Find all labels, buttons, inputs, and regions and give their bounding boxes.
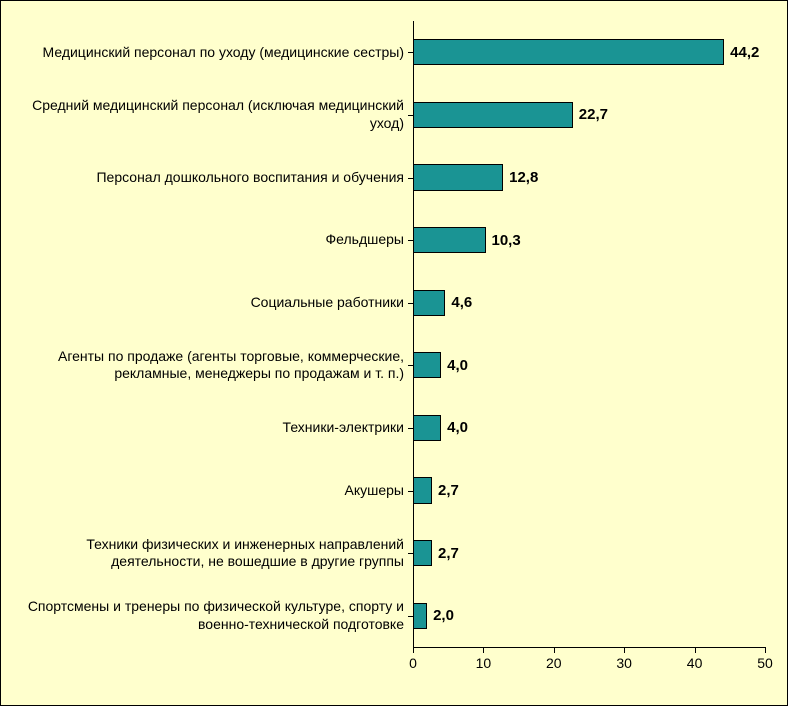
bar-label: Медицинский персонал по уходу (медицинск… xyxy=(9,23,404,82)
bar-label: Спортсмены и тренеры по физической культ… xyxy=(9,586,404,645)
bar-value: 4,6 xyxy=(451,294,472,311)
bar xyxy=(413,290,445,316)
x-tick xyxy=(695,647,696,653)
bar-label: Техники-электрики xyxy=(9,399,404,458)
bar xyxy=(413,39,724,65)
x-tick-label: 40 xyxy=(675,655,715,671)
x-tick-label: 20 xyxy=(534,655,574,671)
bar-value: 22,7 xyxy=(579,106,608,123)
bar xyxy=(413,227,486,253)
bar-value: 12,8 xyxy=(509,169,538,186)
x-tick-label: 50 xyxy=(745,655,785,671)
x-tick xyxy=(765,647,766,653)
bar-label: Акушеры xyxy=(9,461,404,520)
bar-label: Фельдшеры xyxy=(9,211,404,270)
bar-label: Социальные работники xyxy=(9,273,404,332)
bar xyxy=(413,477,432,503)
x-tick xyxy=(624,647,625,653)
bar-value: 4,0 xyxy=(447,419,468,436)
bar xyxy=(413,540,432,566)
x-tick-label: 0 xyxy=(393,655,433,671)
x-tick xyxy=(554,647,555,653)
bar xyxy=(413,415,441,441)
bar-label: Техники физических и инженерных направле… xyxy=(9,524,404,583)
bar-value: 10,3 xyxy=(492,232,521,249)
bar-value: 2,7 xyxy=(438,482,459,499)
bar xyxy=(413,352,441,378)
x-axis xyxy=(413,647,765,648)
bar-value: 44,2 xyxy=(730,44,759,61)
bar-value: 4,0 xyxy=(447,357,468,374)
bar xyxy=(413,603,427,629)
bar xyxy=(413,102,573,128)
bar-label: Средний медицинский персонал (исключая м… xyxy=(9,86,404,145)
bar-label: Агенты по продаже (агенты торговые, комм… xyxy=(9,336,404,395)
x-tick-label: 10 xyxy=(463,655,503,671)
bar-value: 2,7 xyxy=(438,545,459,562)
x-tick xyxy=(413,647,414,653)
x-tick xyxy=(483,647,484,653)
bar xyxy=(413,164,503,190)
x-tick-label: 30 xyxy=(604,655,644,671)
bar-label: Персонал дошкольного воспитания и обучен… xyxy=(9,148,404,207)
chart-container: 0 10 20 30 40 50 Медицинский персонал по уходу… xyxy=(0,0,788,706)
bar-value: 2,0 xyxy=(433,607,454,624)
